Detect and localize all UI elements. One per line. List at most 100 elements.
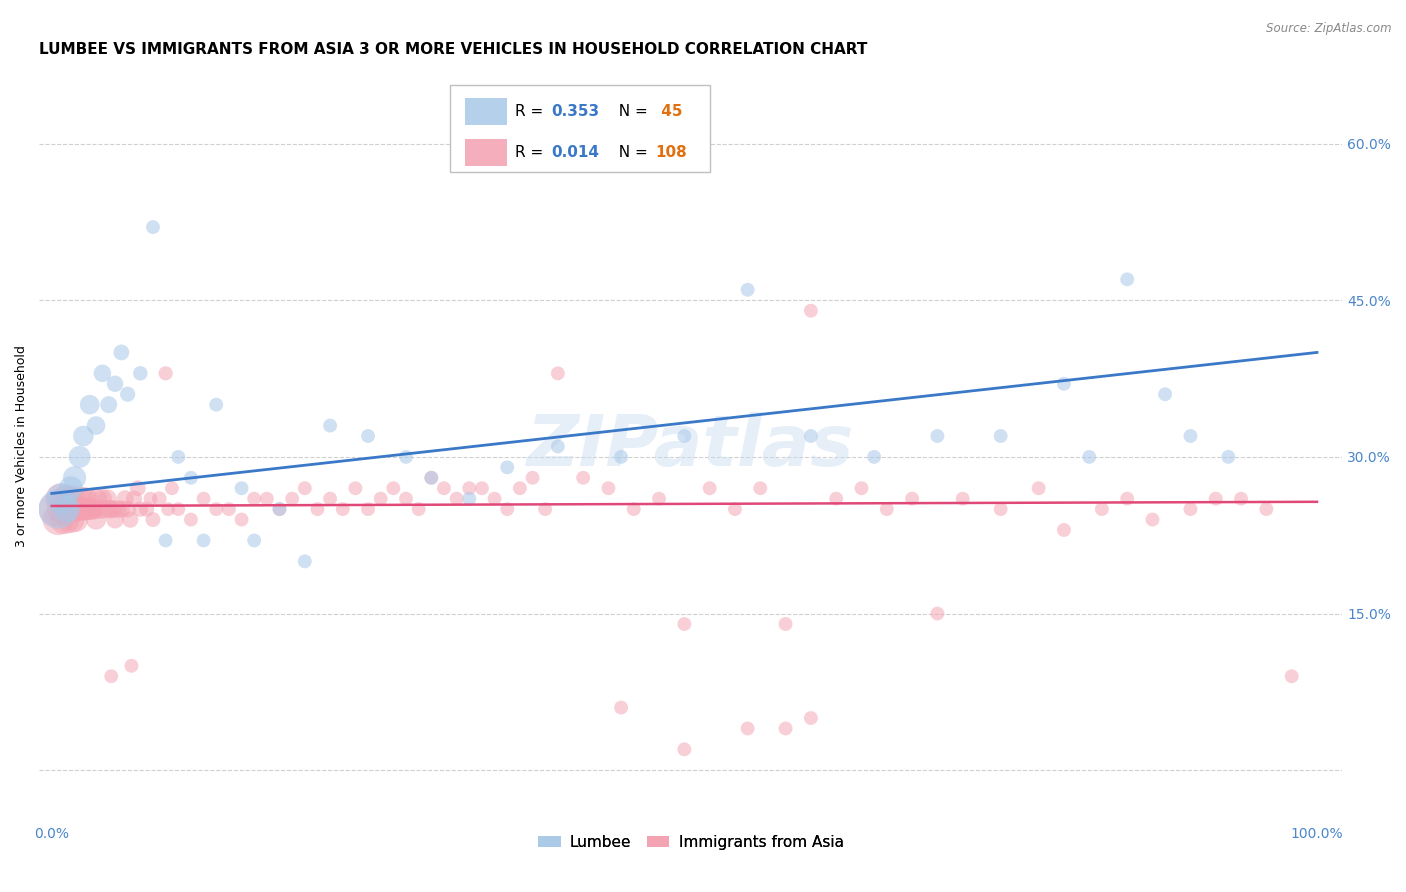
Point [737,283,759,297]
Point [294,481,316,495]
Point [91,491,114,506]
Point [76,491,98,506]
Point [70,502,93,516]
Point [458,481,481,495]
Point [471,481,494,495]
Point [623,502,645,516]
Point [496,460,519,475]
Point [160,481,183,495]
Text: Source: ZipAtlas.com: Source: ZipAtlas.com [1267,22,1392,36]
Point [1053,376,1076,391]
Point [547,367,569,381]
Point [294,554,316,568]
Point [72,491,94,506]
Text: 45: 45 [655,103,682,119]
Point [129,367,152,381]
Point [205,502,228,516]
Point [79,398,101,412]
Point [59,512,82,526]
Point [901,491,924,506]
Point [243,491,266,506]
Point [673,617,696,632]
Text: N =: N = [609,103,652,119]
FancyBboxPatch shape [450,86,710,172]
Point [319,491,342,506]
Point [1281,669,1303,683]
Point [193,533,215,548]
Point [231,512,253,526]
Point [1218,450,1240,464]
Point [83,502,105,516]
Point [610,450,633,464]
Point [73,502,96,516]
Point [1154,387,1177,401]
Point [63,502,86,516]
Point [1091,502,1114,516]
Point [395,491,418,506]
Point [876,502,898,516]
Point [1053,523,1076,537]
Point [96,491,118,506]
Legend: Lumbee, Immigrants from Asia: Lumbee, Immigrants from Asia [531,829,849,856]
Point [155,367,177,381]
Point [83,502,105,516]
Point [167,502,190,516]
Point [800,429,823,443]
Point [673,429,696,443]
Point [66,502,89,516]
Point [458,491,481,506]
Point [157,502,180,516]
Point [69,491,91,506]
Point [446,491,468,506]
Point [952,491,974,506]
Point [51,502,73,516]
Point [724,502,747,516]
Point [990,502,1012,516]
Point [800,711,823,725]
Point [673,742,696,756]
Text: LUMBEE VS IMMIGRANTS FROM ASIA 3 OR MORE VEHICLES IN HOUSEHOLD CORRELATION CHART: LUMBEE VS IMMIGRANTS FROM ASIA 3 OR MORE… [39,42,868,57]
Point [357,502,380,516]
Point [420,471,443,485]
Point [1256,502,1278,516]
Text: 0.014: 0.014 [551,145,599,161]
Point [1078,450,1101,464]
Point [382,481,405,495]
Point [1116,491,1139,506]
Text: N =: N = [609,145,652,161]
Point [800,303,823,318]
Point [1116,272,1139,286]
Point [97,398,120,412]
Point [269,502,291,516]
Point [51,491,73,506]
Point [107,502,129,516]
Point [863,450,886,464]
Point [98,502,121,516]
Point [1180,429,1202,443]
Point [737,722,759,736]
Point [1205,491,1227,506]
Point [851,481,873,495]
Point [167,450,190,464]
Point [56,502,79,516]
Point [749,481,772,495]
Point [49,491,72,506]
Point [142,220,165,235]
Point [79,502,101,516]
Point [84,418,107,433]
Point [1028,481,1050,495]
Point [547,439,569,453]
Point [65,512,87,526]
FancyBboxPatch shape [465,139,508,167]
Point [148,491,170,506]
Point [927,607,949,621]
Point [104,376,127,391]
FancyBboxPatch shape [465,98,508,125]
Point [370,491,392,506]
Point [344,481,367,495]
Point [534,502,557,516]
Point [69,450,91,464]
Point [82,502,104,516]
Point [243,533,266,548]
Point [522,471,544,485]
